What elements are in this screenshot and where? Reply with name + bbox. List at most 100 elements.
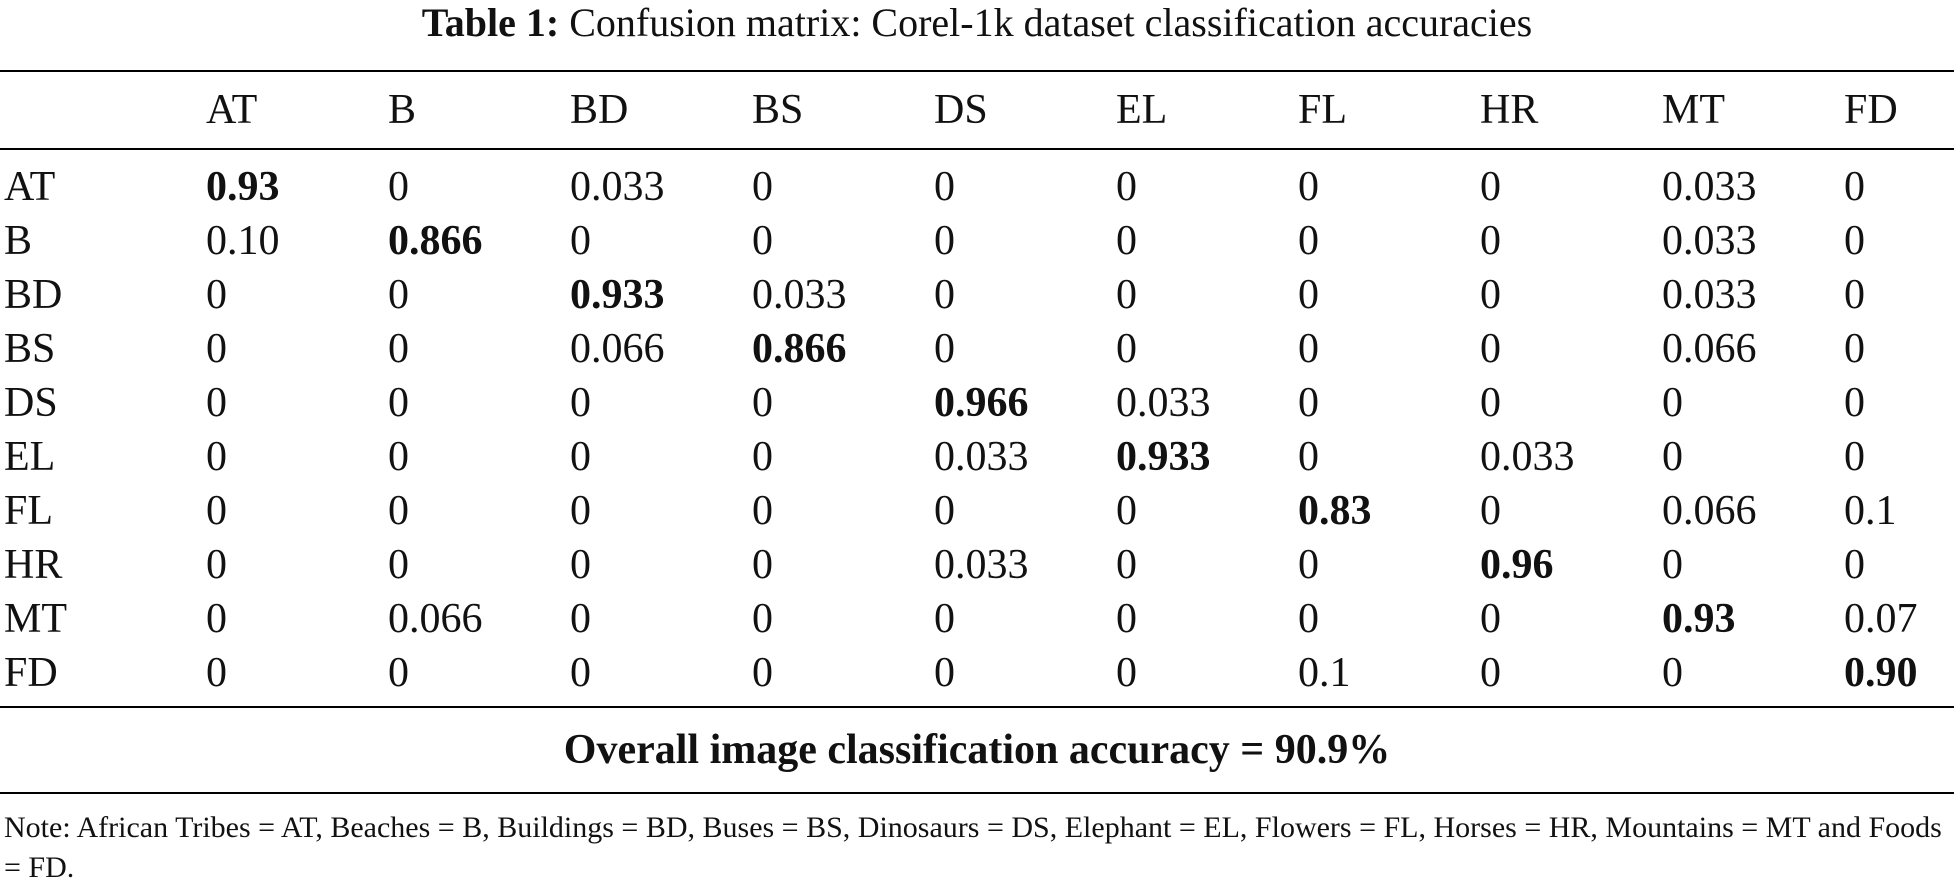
diagonal-cell: 0.866	[752, 326, 847, 372]
table-caption-text: Confusion matrix: Corel-1k dataset class…	[569, 0, 1533, 45]
matrix-cell: 0	[570, 434, 591, 480]
matrix-cell: 0	[1844, 272, 1865, 318]
column-header: B	[388, 87, 417, 133]
column-header: DS	[934, 87, 988, 133]
matrix-cell: 0	[752, 434, 773, 480]
table-row: EL 0 0 0 0 0.033 0.933 0 0.033 0 0	[0, 430, 1954, 484]
table-row: HR 0 0 0 0 0.033 0 0 0.96 0 0	[0, 538, 1954, 592]
matrix-cell: 0	[388, 542, 409, 588]
matrix-cell: 0	[1480, 380, 1501, 426]
table-row: B 0.10 0.866 0 0 0 0 0 0 0.033 0	[0, 214, 1954, 268]
matrix-cell: 0	[1844, 164, 1865, 210]
matrix-cell: 0.033	[1662, 218, 1757, 264]
matrix-cell: 0	[570, 380, 591, 426]
matrix-cell: 0	[1116, 164, 1137, 210]
column-header: FD	[1844, 87, 1898, 133]
matrix-cell: 0.10	[206, 218, 280, 264]
row-header: BS	[4, 326, 56, 372]
matrix-body: AT 0.93 0 0.033 0 0 0 0 0 0.033 0 B 0.10 0.866 0 0 0 0 0 0 0…	[0, 148, 1954, 700]
table-row: FL 0 0 0 0 0 0 0.83 0 0.066 0.1	[0, 484, 1954, 538]
matrix-cell: 0	[1298, 542, 1319, 588]
matrix-cell: 0	[1298, 596, 1319, 642]
matrix-cell: 0	[206, 272, 227, 318]
matrix-cell: 0	[752, 218, 773, 264]
table-row: MT 0 0.066 0 0 0 0 0 0 0.93 0.07	[0, 592, 1954, 646]
matrix-cell: 0	[934, 650, 955, 696]
matrix-cell: 0.07	[1844, 596, 1918, 642]
header-row: AT B BD BS DS EL FL HR MT FD	[0, 72, 1954, 148]
column-header: BS	[752, 87, 804, 133]
matrix-cell: 0	[1844, 380, 1865, 426]
matrix-cell: 0	[1116, 596, 1137, 642]
matrix-cell: 0	[934, 488, 955, 534]
matrix-cell: 0	[206, 650, 227, 696]
column-header: MT	[1662, 87, 1725, 133]
confusion-matrix-table: AT B BD BS DS EL FL HR MT FD AT 0.93 0 0.03…	[0, 72, 1954, 700]
table-label: Table 1:	[421, 0, 560, 45]
matrix-cell: 0	[1116, 326, 1137, 372]
body-bottom-rule	[0, 706, 1954, 708]
diagonal-cell: 0.966	[934, 380, 1029, 426]
matrix-cell: 0.066	[388, 596, 483, 642]
matrix-cell: 0	[1480, 596, 1501, 642]
matrix-cell: 0.066	[1662, 326, 1757, 372]
overall-bottom-rule	[0, 792, 1954, 794]
matrix-cell: 0	[752, 542, 773, 588]
matrix-cell: 0	[388, 272, 409, 318]
row-header: HR	[4, 542, 63, 588]
matrix-cell: 0	[1844, 326, 1865, 372]
matrix-cell: 0	[1662, 650, 1683, 696]
matrix-cell: 0	[934, 218, 955, 264]
matrix-cell: 0	[570, 596, 591, 642]
matrix-cell: 0	[1116, 542, 1137, 588]
matrix-cell: 0	[570, 650, 591, 696]
matrix-cell: 0	[1298, 434, 1319, 480]
matrix-cell: 0	[1662, 380, 1683, 426]
diagonal-cell: 0.93	[206, 164, 280, 210]
matrix-cell: 0	[752, 488, 773, 534]
diagonal-cell: 0.90	[1844, 650, 1918, 696]
matrix-cell: 0	[1298, 218, 1319, 264]
matrix-cell: 0	[206, 326, 227, 372]
table-row: AT 0.93 0 0.033 0 0 0 0 0 0.033 0	[0, 148, 1954, 214]
row-header: B	[4, 218, 33, 264]
matrix-cell: 0.033	[752, 272, 847, 318]
corner-cell	[0, 72, 206, 148]
matrix-cell: 0	[570, 218, 591, 264]
matrix-cell: 0.033	[1662, 272, 1757, 318]
row-header: MT	[4, 596, 67, 642]
matrix-cell: 0	[206, 380, 227, 426]
diagonal-cell: 0.933	[570, 272, 665, 318]
matrix-cell: 0	[752, 380, 773, 426]
table-row: DS 0 0 0 0 0.966 0.033 0 0 0 0	[0, 376, 1954, 430]
matrix-cell: 0	[1844, 434, 1865, 480]
top-rule	[0, 70, 1954, 72]
matrix-cell: 0	[388, 488, 409, 534]
row-header: EL	[4, 434, 56, 480]
matrix-cell: 0	[206, 434, 227, 480]
table-row: BD 0 0 0.933 0.033 0 0 0 0 0.033 0	[0, 268, 1954, 322]
table-row: FD 0 0 0 0 0 0 0.1 0 0 0.90	[0, 646, 1954, 700]
matrix-cell: 0	[388, 434, 409, 480]
matrix-cell: 0.1	[1298, 650, 1351, 696]
matrix-cell: 0.033	[570, 164, 665, 210]
column-header: FL	[1298, 87, 1348, 133]
matrix-cell: 0	[1480, 218, 1501, 264]
matrix-cell: 0	[1116, 272, 1137, 318]
diagonal-cell: 0.866	[388, 218, 483, 264]
row-header: DS	[4, 380, 58, 426]
matrix-cell: 0	[1298, 164, 1319, 210]
matrix-cell: 0	[1480, 272, 1501, 318]
matrix-cell: 0	[1480, 650, 1501, 696]
diagonal-cell: 0.83	[1298, 488, 1372, 534]
diagonal-cell: 0.93	[1662, 596, 1736, 642]
matrix-cell: 0	[1116, 488, 1137, 534]
matrix-cell: 0	[1480, 164, 1501, 210]
column-header: AT	[206, 87, 258, 133]
matrix-cell: 0	[934, 272, 955, 318]
matrix-cell: 0.033	[1116, 380, 1211, 426]
matrix-cell: 0	[206, 542, 227, 588]
table-note: Note: African Tribes = AT, Beaches = B, …	[4, 811, 1942, 884]
matrix-cell: 0.033	[1662, 164, 1757, 210]
matrix-cell: 0	[752, 650, 773, 696]
